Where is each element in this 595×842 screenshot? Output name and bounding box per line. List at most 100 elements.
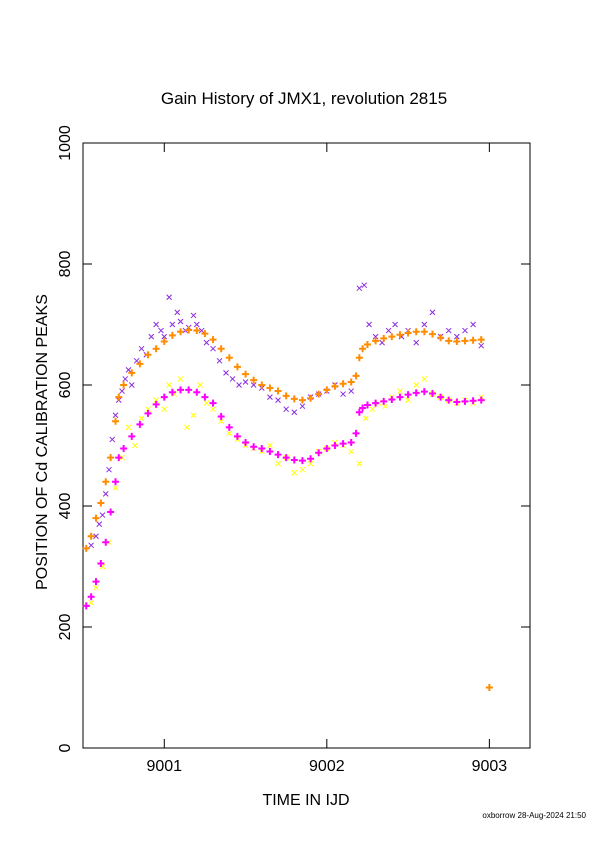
data-point <box>193 321 200 328</box>
data-point <box>198 327 205 334</box>
data-point <box>203 400 210 407</box>
data-point <box>412 328 420 336</box>
data-point <box>298 457 306 465</box>
y-axis-title: POSITION OF Cd CALIBRATION PEAKS <box>34 294 51 590</box>
y-tick-label: 800 <box>57 251 74 278</box>
data-point <box>184 424 190 431</box>
data-point <box>160 337 168 345</box>
y-tick-label: 1000 <box>57 125 74 161</box>
data-point <box>233 363 241 371</box>
data-point <box>120 381 128 389</box>
data-point <box>405 397 411 403</box>
data-point <box>125 367 132 373</box>
data-point <box>469 336 477 344</box>
data-point <box>299 403 306 410</box>
data-point <box>372 333 379 340</box>
data-point <box>217 412 225 420</box>
data-series <box>82 282 493 691</box>
y-tick-label: 0 <box>57 743 74 752</box>
data-point <box>428 330 436 338</box>
data-point <box>291 409 298 416</box>
data-point <box>128 382 135 388</box>
data-point <box>250 376 258 384</box>
data-point <box>120 445 128 453</box>
data-point <box>299 466 306 473</box>
data-point <box>445 396 453 404</box>
data-point <box>396 331 404 339</box>
data-point <box>190 412 197 419</box>
data-point <box>193 327 201 335</box>
data-point <box>225 423 233 431</box>
data-point <box>437 334 445 342</box>
data-point <box>258 381 266 389</box>
data-point <box>242 438 250 446</box>
data-point <box>112 417 120 425</box>
data-point <box>185 386 193 394</box>
data-point <box>161 406 168 413</box>
data-point <box>144 409 152 417</box>
data-point <box>397 388 403 394</box>
data-point <box>92 578 100 586</box>
data-point <box>99 512 106 518</box>
data-point <box>128 432 136 440</box>
y-axis: 0 200 400 600 800 1000 <box>57 125 530 752</box>
y-tick-label: 400 <box>57 493 74 520</box>
data-point <box>359 345 367 353</box>
data-point <box>82 602 90 610</box>
data-point <box>193 388 201 396</box>
data-point <box>201 330 209 338</box>
data-point <box>477 336 485 344</box>
x-tick-label: 9002 <box>309 758 345 775</box>
data-point <box>112 478 120 486</box>
data-point <box>93 533 99 540</box>
data-point <box>242 370 250 378</box>
data-point <box>266 448 274 456</box>
data-point <box>96 521 103 528</box>
data-point <box>250 382 257 388</box>
data-point <box>380 397 388 405</box>
data-point <box>132 442 138 449</box>
x-tick-label: 9001 <box>146 758 182 775</box>
data-point <box>210 406 216 413</box>
data-point <box>356 285 363 292</box>
data-point <box>148 333 155 340</box>
data-point <box>356 460 363 467</box>
data-point <box>340 391 346 397</box>
data-point <box>258 445 266 453</box>
data-point <box>477 396 485 404</box>
data-point <box>102 478 110 486</box>
data-point <box>97 499 105 507</box>
x-axis: 9001 9002 9003 <box>146 143 507 775</box>
data-point <box>315 449 323 457</box>
data-point <box>388 396 396 404</box>
data-point <box>323 386 331 394</box>
data-point <box>229 376 236 382</box>
data-point <box>152 400 160 408</box>
data-point <box>420 388 428 396</box>
data-point <box>413 382 420 388</box>
data-point <box>420 328 428 336</box>
data-point <box>461 337 469 345</box>
data-point <box>197 382 203 388</box>
data-point <box>429 309 436 316</box>
data-point <box>153 321 159 328</box>
data-point <box>267 442 273 449</box>
data-point <box>152 345 160 353</box>
data-point <box>454 333 460 340</box>
data-point <box>138 415 145 422</box>
data-point <box>190 312 197 319</box>
data-point <box>122 376 129 382</box>
data-point <box>421 376 428 382</box>
data-point <box>266 384 274 392</box>
data-point <box>138 345 145 352</box>
data-point <box>112 412 119 419</box>
data-point <box>145 406 151 413</box>
data-point <box>144 351 152 359</box>
data-point <box>361 282 368 289</box>
data-point <box>315 390 323 398</box>
data-point <box>225 354 233 362</box>
data-point <box>348 388 355 394</box>
data-point <box>93 584 99 591</box>
data-point <box>392 321 398 328</box>
data-point <box>331 382 339 390</box>
